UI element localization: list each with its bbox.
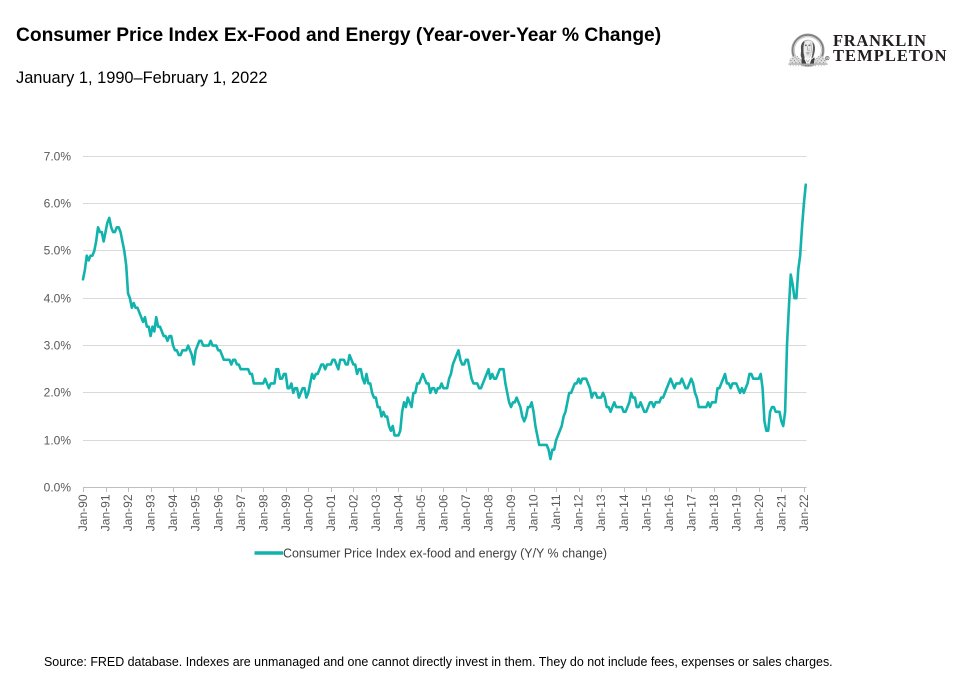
svg-text:Jan-99: Jan-99 <box>279 494 293 531</box>
svg-text:Jan-14: Jan-14 <box>617 494 631 531</box>
svg-text:Jan-01: Jan-01 <box>324 494 338 531</box>
svg-text:Jan-96: Jan-96 <box>211 494 225 531</box>
svg-text:Jan-22: Jan-22 <box>797 494 811 531</box>
svg-text:0.0%: 0.0% <box>44 481 72 495</box>
svg-text:2.0%: 2.0% <box>44 386 72 400</box>
svg-text:Jan-94: Jan-94 <box>166 494 180 531</box>
svg-text:Jan-97: Jan-97 <box>234 494 248 531</box>
svg-text:Jan-90: Jan-90 <box>76 494 90 531</box>
svg-text:6.0%: 6.0% <box>44 197 72 211</box>
svg-text:Jan-93: Jan-93 <box>144 494 158 531</box>
svg-text:Jan-16: Jan-16 <box>662 494 676 531</box>
svg-text:Jan-00: Jan-00 <box>301 494 315 531</box>
svg-text:Jan-08: Jan-08 <box>482 494 496 531</box>
svg-text:R: R <box>826 57 829 61</box>
svg-text:Jan-03: Jan-03 <box>369 494 383 531</box>
svg-text:Jan-07: Jan-07 <box>459 494 473 531</box>
svg-text:7.0%: 7.0% <box>44 150 72 164</box>
svg-text:1.0%: 1.0% <box>44 434 72 448</box>
svg-text:Jan-05: Jan-05 <box>414 494 428 531</box>
svg-text:Jan-20: Jan-20 <box>752 494 766 531</box>
svg-text:Jan-18: Jan-18 <box>707 494 721 531</box>
svg-text:Jan-02: Jan-02 <box>346 494 360 531</box>
svg-text:Jan-11: Jan-11 <box>549 494 563 530</box>
svg-text:Jan-91: Jan-91 <box>99 494 113 531</box>
svg-text:Jan-12: Jan-12 <box>572 494 586 531</box>
svg-text:Jan-92: Jan-92 <box>121 494 135 531</box>
svg-text:Jan-19: Jan-19 <box>729 494 743 531</box>
svg-text:Jan-15: Jan-15 <box>639 494 653 531</box>
svg-text:Consumer Price Index ex-food a: Consumer Price Index ex-food and energy … <box>283 546 607 560</box>
svg-text:Jan-17: Jan-17 <box>684 494 698 531</box>
svg-text:5.0%: 5.0% <box>44 244 72 258</box>
svg-text:Jan-98: Jan-98 <box>256 494 270 531</box>
svg-text:Jan-95: Jan-95 <box>189 494 203 531</box>
svg-text:Jan-10: Jan-10 <box>527 494 541 531</box>
svg-text:Jan-09: Jan-09 <box>504 494 518 531</box>
svg-text:Jan-13: Jan-13 <box>594 494 608 531</box>
svg-text:Jan-06: Jan-06 <box>437 494 451 531</box>
svg-text:4.0%: 4.0% <box>44 292 72 306</box>
svg-text:3.0%: 3.0% <box>44 339 72 353</box>
svg-text:Jan-04: Jan-04 <box>391 494 405 531</box>
svg-text:Jan-21: Jan-21 <box>774 494 788 531</box>
